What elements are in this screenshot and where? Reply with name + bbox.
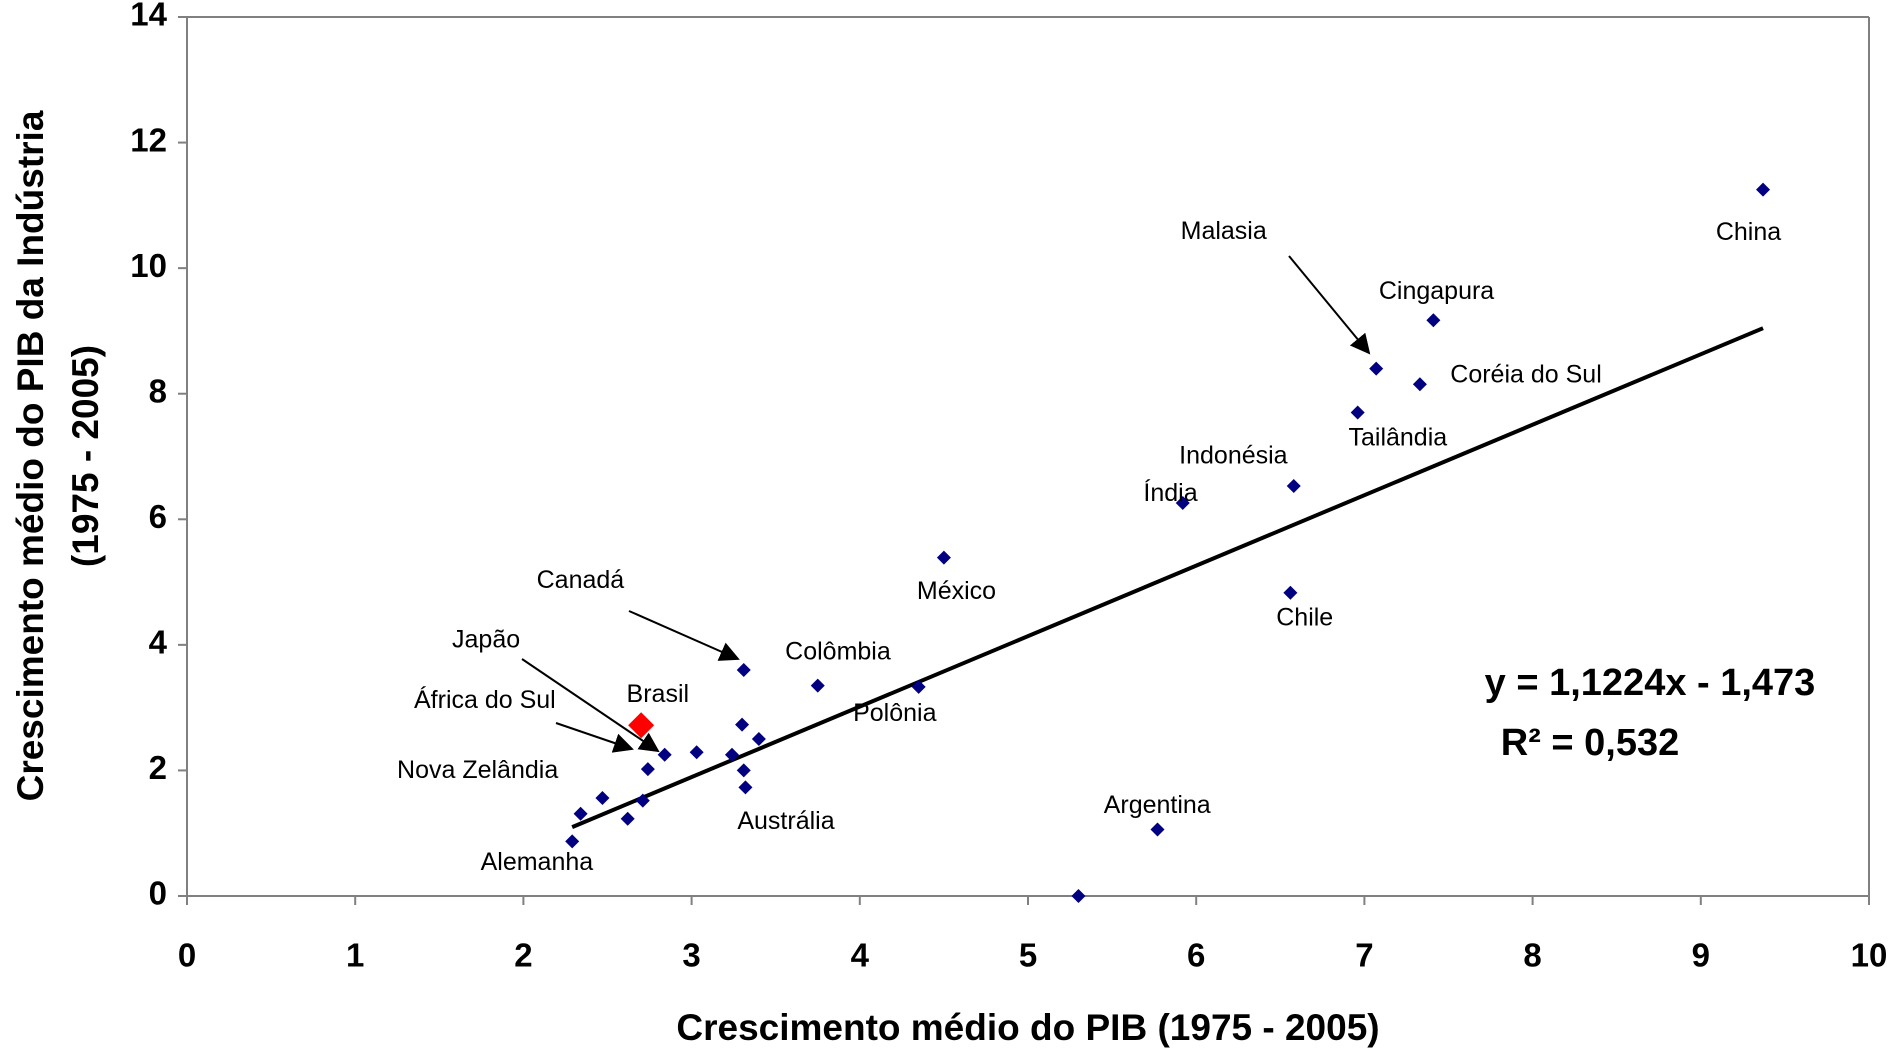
point (1150, 822, 1165, 837)
point-label: Nova Zelândia (397, 756, 558, 784)
point-label: Japão (452, 625, 520, 653)
point-label: Canadá (537, 566, 625, 594)
x-tick-label: 6 (1187, 937, 1205, 974)
x-tick-label: 1 (346, 937, 364, 974)
point (724, 747, 739, 762)
x-tick-label: 5 (1019, 937, 1037, 974)
point-label: Chile (1276, 604, 1333, 632)
point (635, 793, 650, 808)
x-tick-label: 10 (1851, 937, 1888, 974)
point (936, 550, 951, 565)
point (738, 780, 753, 795)
point-label: África do Sul (414, 685, 556, 714)
arrows (521, 255, 1371, 753)
x-tick-label: 3 (682, 937, 700, 974)
point (657, 747, 672, 762)
point (1426, 313, 1441, 328)
point-label: Colômbia (785, 638, 891, 666)
point (1175, 495, 1190, 510)
arrow (1288, 255, 1371, 355)
point (640, 762, 655, 777)
point (1286, 479, 1301, 494)
point (1071, 889, 1086, 903)
point-label: México (917, 577, 996, 605)
point (1412, 377, 1427, 392)
y-tick-label: 2 (149, 749, 167, 786)
point (620, 811, 635, 826)
point-label: Indonésia (1179, 442, 1288, 470)
x-tick-label: 2 (514, 937, 532, 974)
arrow (628, 610, 740, 661)
point (595, 791, 610, 806)
point (1369, 361, 1384, 376)
x-tick-label: 4 (851, 937, 870, 974)
point-label: Polônia (853, 699, 936, 727)
point (1283, 585, 1298, 600)
arrow (555, 722, 634, 753)
point (911, 679, 926, 694)
point (735, 717, 750, 732)
y-axis-title: Crescimento médio do PIB da Indústria (10, 110, 51, 801)
point (736, 662, 751, 677)
y-axis-title: (1975 - 2005) (65, 345, 106, 567)
point (1756, 182, 1771, 197)
point (810, 678, 825, 693)
point-label: Tailândia (1348, 424, 1447, 452)
point (573, 806, 588, 821)
point (628, 712, 655, 739)
x-tick-label: 9 (1692, 937, 1710, 974)
point (736, 763, 751, 778)
point-label: China (1716, 218, 1781, 246)
point-label: Índia (1143, 478, 1197, 507)
r-squared: R² = 0,532 (1501, 722, 1680, 764)
point (1350, 405, 1365, 420)
point-label: Cingapura (1379, 277, 1494, 305)
y-tick-label: 12 (130, 121, 167, 158)
x-tick-label: 7 (1355, 937, 1373, 974)
point (689, 745, 704, 760)
point-label: Malasia (1181, 217, 1267, 245)
arrow (521, 658, 660, 753)
trend-equation: y = 1,1224x - 1,473 (1485, 662, 1816, 704)
point-label: Argentina (1104, 791, 1211, 819)
point (751, 732, 766, 747)
point-label: Austrália (737, 807, 834, 835)
x-tick-label: 0 (178, 937, 196, 974)
point-label: Brasil (627, 680, 690, 708)
y-tick-label: 8 (149, 372, 167, 409)
y-tick-label: 4 (149, 624, 168, 661)
point-label: Coréia do Sul (1450, 361, 1601, 389)
point-label: Alemanha (481, 848, 594, 876)
y-tick-label: 6 (149, 498, 167, 535)
point (565, 834, 580, 849)
y-tick-label: 10 (130, 247, 167, 284)
y-tick-label: 14 (130, 0, 167, 33)
y-tick-label: 0 (149, 875, 167, 912)
x-axis-title: Crescimento médio do PIB (1975 - 2005) (676, 1007, 1379, 1048)
trend-line (571, 326, 1764, 829)
x-tick-label: 8 (1523, 937, 1541, 974)
